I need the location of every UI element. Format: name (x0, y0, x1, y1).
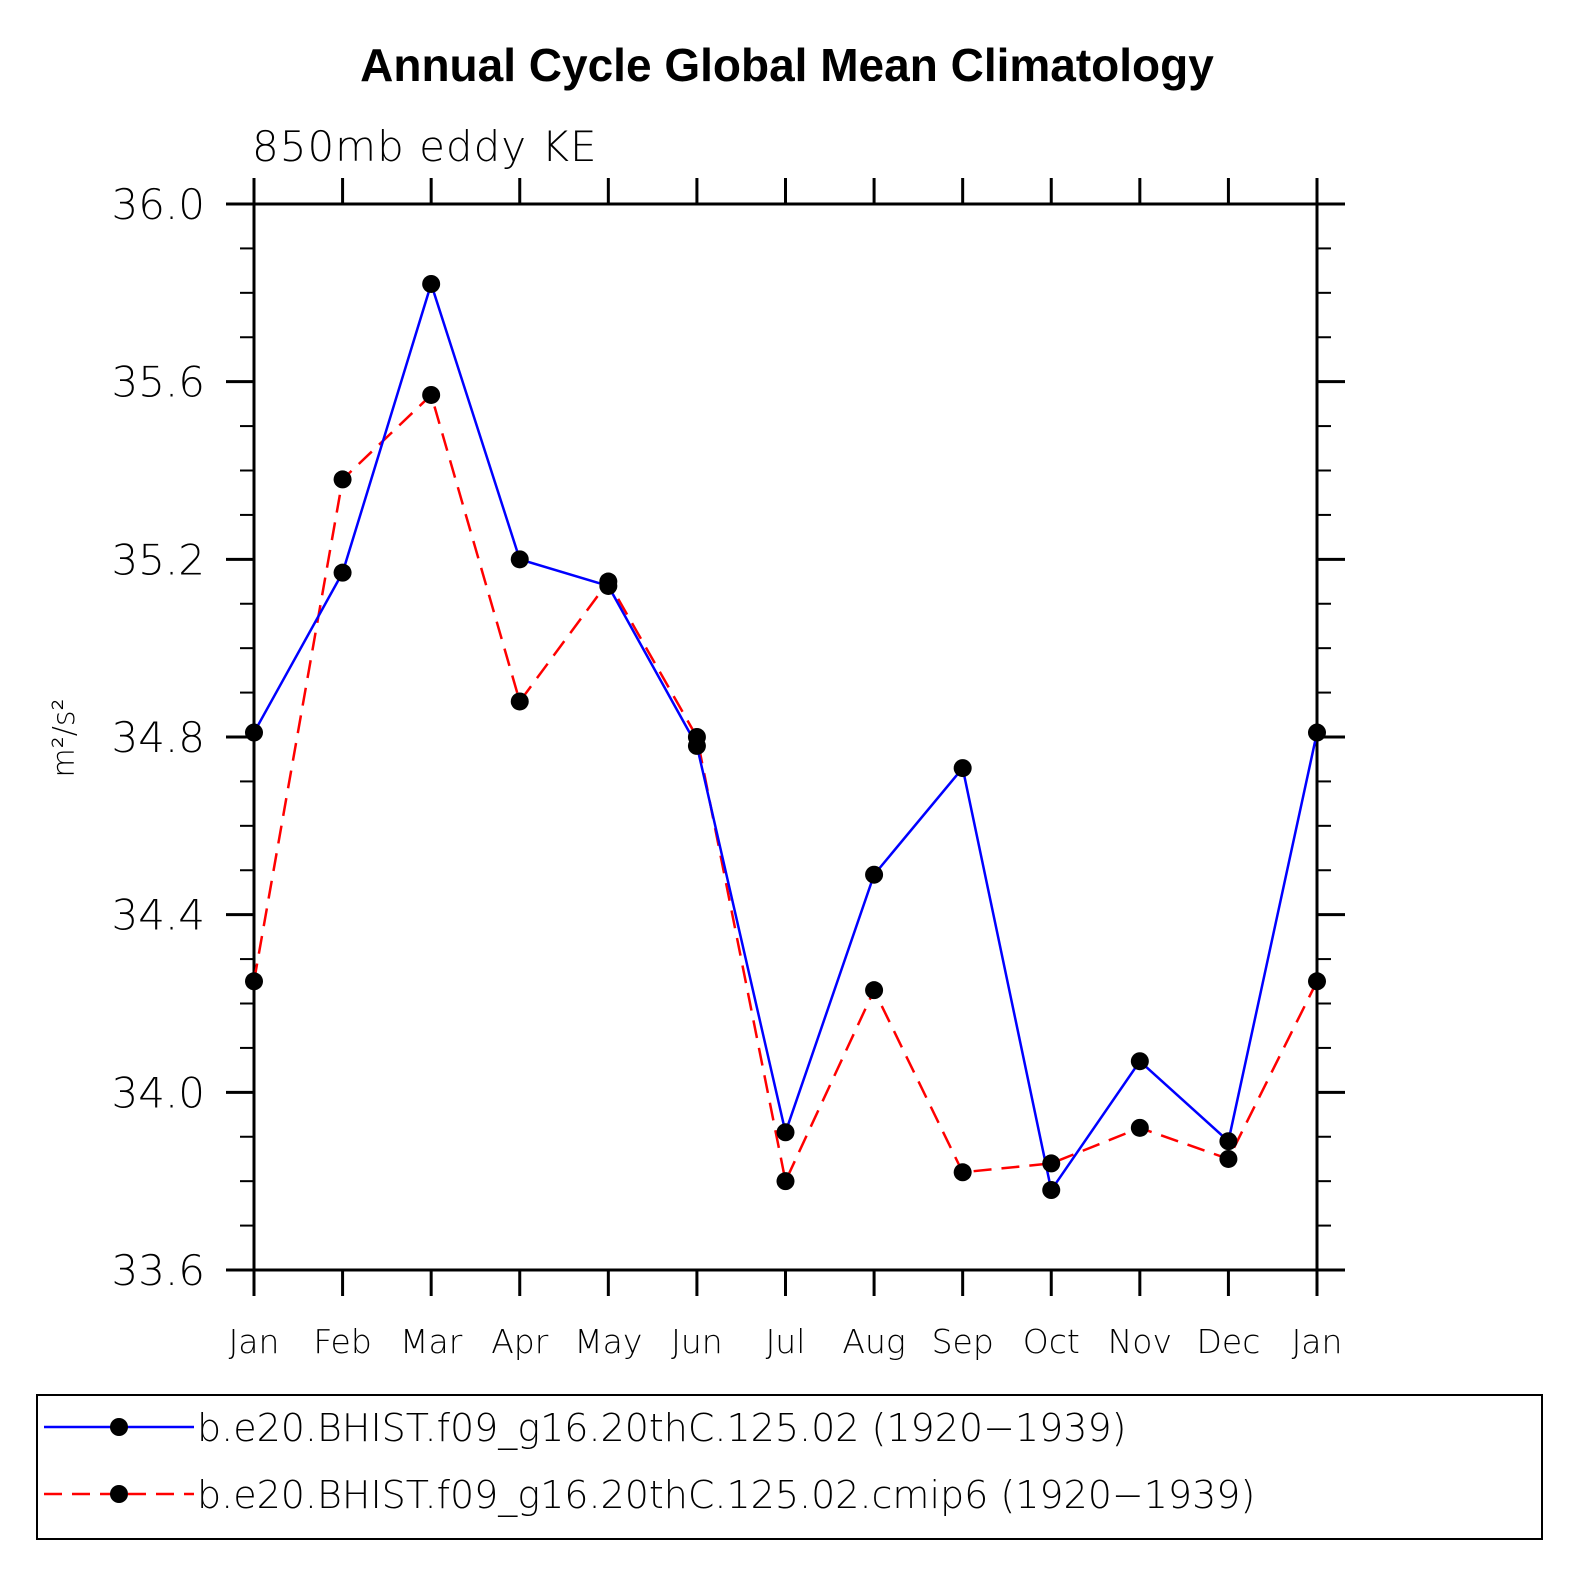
data-point-series-2 (510, 692, 529, 711)
data-point-series-1 (1308, 723, 1326, 742)
y-tick-label: 34.0 (111, 1068, 205, 1117)
x-tick-label: Jan (1292, 1322, 1343, 1361)
x-tick-label: Aug (842, 1322, 905, 1361)
x-tick-label: Feb (313, 1322, 371, 1361)
x-tick-label: Jun (671, 1322, 723, 1361)
y-tick-label: 35.2 (111, 535, 205, 584)
data-point-series-1 (1130, 1052, 1149, 1071)
data-point-series-1 (687, 736, 706, 755)
x-tick-label: Dec (1196, 1322, 1260, 1361)
x-tick-label: Nov (1108, 1322, 1172, 1361)
legend-marker-2 (110, 1485, 128, 1503)
x-tick-label: Sep (932, 1322, 994, 1361)
y-tick-label: 36.0 (111, 180, 205, 229)
y-tick-label: 34.8 (111, 713, 205, 762)
x-tick-label: Oct (1023, 1322, 1080, 1361)
data-point-series-1 (776, 1123, 795, 1142)
legend-marker-1 (110, 1418, 128, 1436)
x-tick-label: Jul (766, 1322, 806, 1361)
data-point-series-1 (599, 576, 618, 595)
data-point-series-2 (953, 1163, 972, 1182)
x-tick-label: Apr (491, 1322, 549, 1361)
chart-subtitle: 850mb eddy KE (252, 122, 598, 171)
y-tick-label: 33.6 (111, 1246, 205, 1295)
data-point-series-1 (510, 550, 529, 569)
y-tick-label: 35.6 (111, 358, 205, 407)
series-line-2 (252, 392, 1319, 1186)
data-point-series-2 (245, 972, 263, 991)
data-point-series-2 (865, 981, 884, 1000)
x-tick-label: Mar (400, 1322, 463, 1361)
data-point-series-1 (245, 723, 263, 742)
data-point-series-1 (422, 274, 441, 293)
data-point-series-1 (953, 759, 972, 778)
data-point-series-1 (333, 563, 352, 582)
y-axis-label: m²/s² (47, 698, 82, 777)
data-point-series-2 (1219, 1149, 1238, 1168)
legend-box (36, 1394, 1543, 1540)
data-point-series-2 (1042, 1154, 1061, 1173)
data-point-series-2 (422, 385, 441, 404)
legend-label-2: b.e20.BHIST.f09_g16.20thC.125.02.cmip6 (… (197, 1473, 1255, 1518)
data-point-series-2 (1308, 972, 1326, 991)
data-point-series-1 (865, 865, 884, 884)
chart-title: Annual Cycle Global Mean Climatology (360, 39, 1214, 91)
data-point-series-2 (333, 470, 352, 489)
data-point-series-2 (1130, 1118, 1149, 1137)
data-point-series-1 (1219, 1132, 1238, 1151)
plot-frame (252, 202, 1319, 1272)
x-tick-label: Jan (229, 1322, 280, 1361)
y-tick-label: 34.4 (111, 891, 205, 940)
legend-label-1: b.e20.BHIST.f09_g16.20thC.125.02 (1920−1… (197, 1406, 1126, 1451)
data-point-series-2 (776, 1172, 795, 1191)
x-tick-label: May (574, 1322, 642, 1361)
y-axis-label-group: m²/s² (47, 698, 82, 777)
series-line-1 (252, 279, 1319, 1194)
data-point-series-1 (1042, 1181, 1061, 1200)
